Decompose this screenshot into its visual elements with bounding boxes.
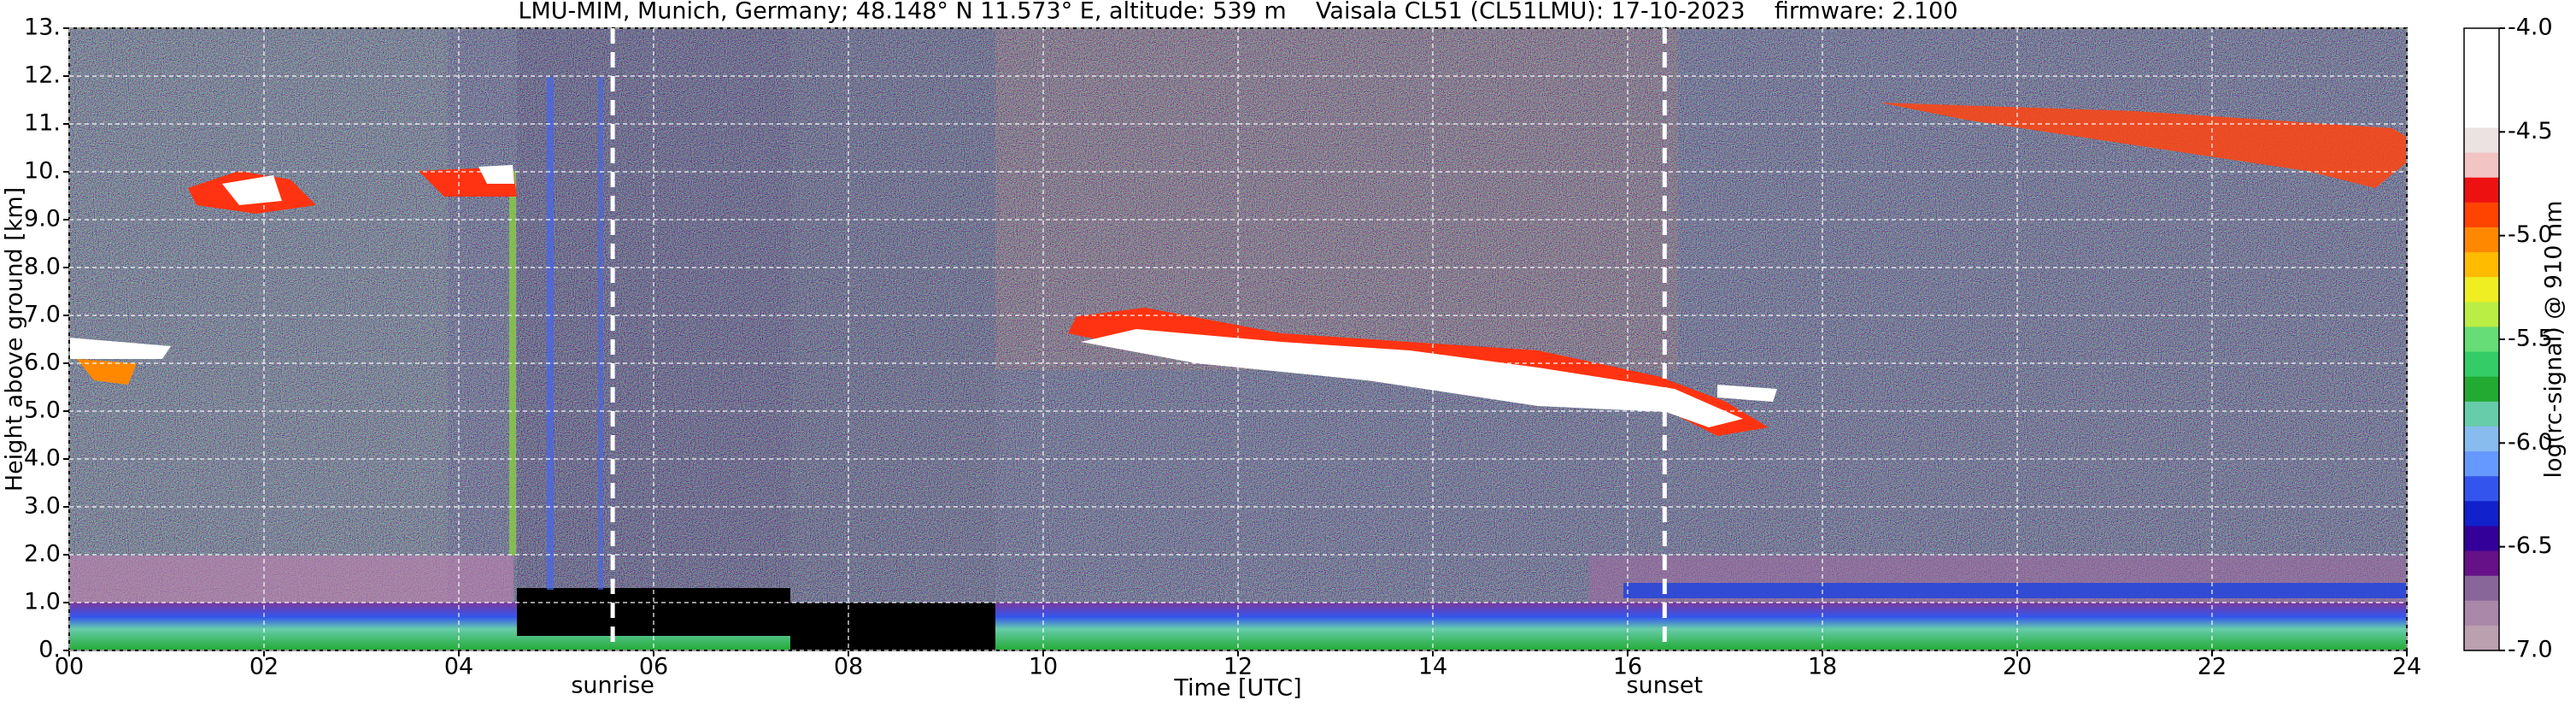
y-tick-label: 13. [24,15,61,41]
colorbar-segment [2464,327,2499,353]
colorbar-segment [2464,401,2499,427]
colorbar-segment [2464,351,2499,378]
colorbar-segment [2464,600,2499,627]
y-tick-label: 3.0 [24,493,61,520]
y-tick-label: 8.0 [24,254,61,280]
x-tick-label: 18 [1808,654,1837,680]
colorbar-tick-label: -4.0 [2508,15,2553,41]
x-tick-label: 24 [2392,654,2421,680]
colorbar-tick-label: -6.0 [2508,429,2553,456]
colorbar-tick-label: -6.5 [2508,532,2553,559]
colorbar-segment [2464,302,2499,328]
x-tick-label: 22 [2198,654,2227,680]
colorbar-segment [2464,103,2499,129]
colorbar-label: log(rc-signal) @ 910 nm [2541,201,2567,479]
y-tick-label: 4.0 [24,445,61,472]
colorbar-segment [2464,476,2499,502]
y-axis-label: Height above ground [km] [2,187,28,491]
colorbar-segment [2464,127,2499,154]
x-tick-label: 08 [834,654,863,680]
colorbar-segment [2464,202,2499,228]
colorbar-segment [2464,625,2499,651]
y-tick-label: 2.0 [24,541,61,568]
y-tick-label: 7.0 [24,302,61,328]
colorbar-segment [2464,426,2499,452]
colorbar-segment [2464,177,2499,203]
colorbar-tick-label: -4.5 [2508,118,2553,144]
x-tick-label: 10 [1029,654,1058,680]
colorbar-tick-label: -7.0 [2508,637,2553,663]
y-tick-label: 0. [38,637,61,663]
y-tick-label: 9.0 [24,206,61,232]
y-tick-label: 11. [24,110,61,137]
colorbar-segment [2464,252,2499,278]
x-tick-label: 00 [55,654,84,680]
x-tick-label: 16 [1613,654,1642,680]
colorbar-segment [2464,451,2499,477]
x-tick-label: 12 [1223,654,1253,680]
colorbar-segment [2464,227,2499,253]
colorbar-segment [2464,501,2499,527]
colorbar-segment [2464,526,2499,552]
y-tick-label: 1.0 [24,589,61,615]
x-tick-label: 20 [2003,654,2032,680]
colorbar-segment [2464,28,2499,54]
x-tick-label: 04 [444,654,473,680]
x-axis-label: Time [UTC] [1173,675,1301,702]
y-tick-label: 5.0 [24,397,61,424]
colorbar-segment [2464,277,2499,303]
colorbar-tick-label: -5.5 [2508,326,2553,352]
x-tick-label: 14 [1418,654,1447,680]
annotation-label: sunrise [571,673,654,699]
annotation-label: sunset [1627,673,1704,699]
y-tick-label: 10. [24,158,61,185]
colorbar-segment [2464,152,2499,179]
y-tick-label: 12. [24,62,61,89]
colorbar-segment [2464,575,2499,602]
colorbar-segment [2464,78,2499,103]
colorbar-segment [2464,376,2499,403]
chart-title: LMU-MIM, Munich, Germany; 48.148° N 11.5… [518,0,1957,25]
colorbar-tick-label: -5.0 [2508,221,2553,248]
colorbar-segment [2464,53,2499,79]
x-tick-label: 06 [639,654,668,680]
colorbar-segment [2464,550,2499,577]
x-tick-label: 02 [249,654,279,680]
y-tick-label: 6.0 [24,350,61,376]
